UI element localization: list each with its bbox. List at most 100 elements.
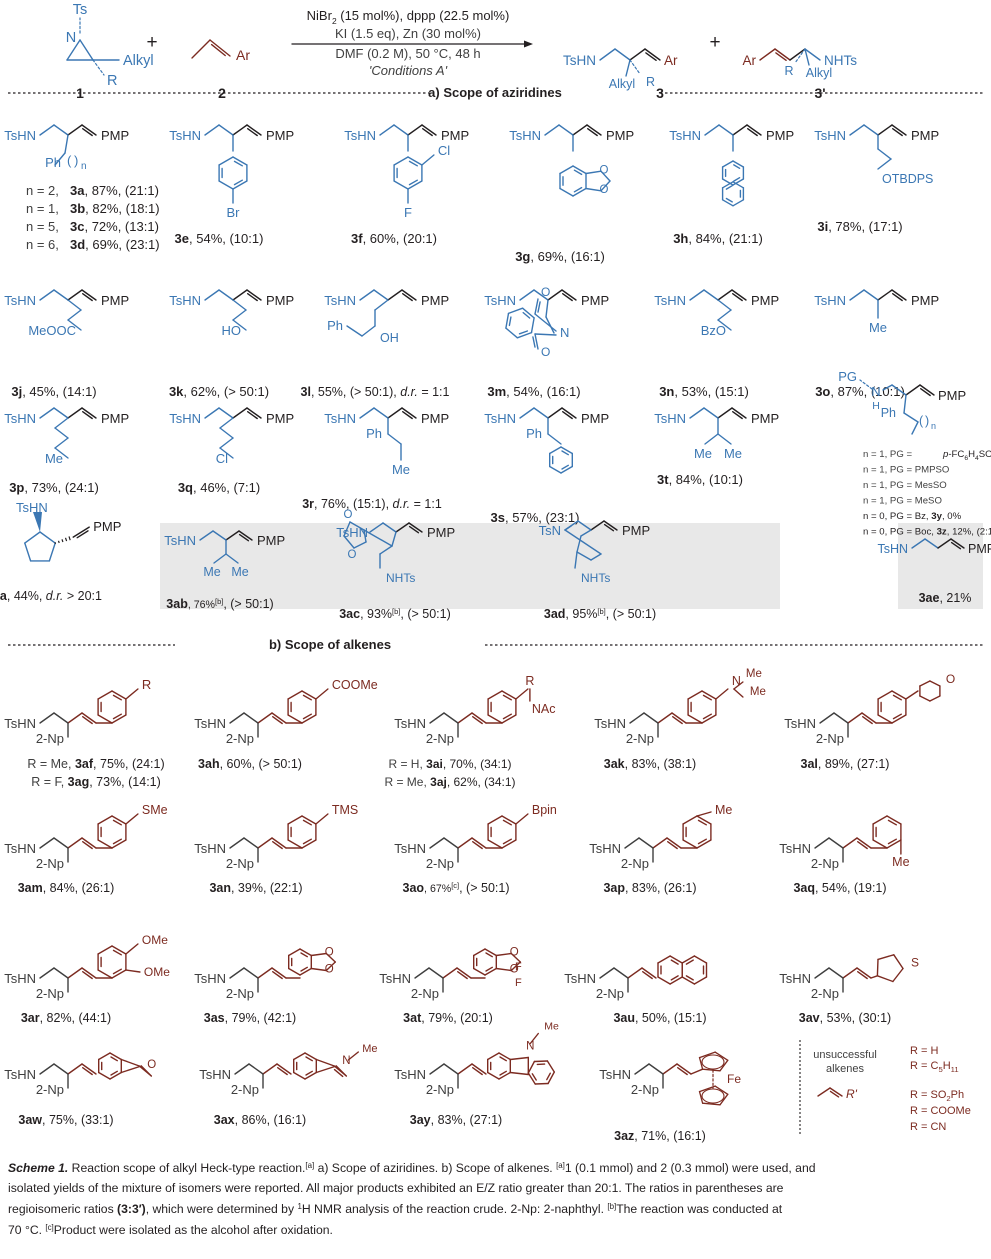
svg-text:Bpin: Bpin bbox=[532, 803, 557, 817]
svg-text:2-Np: 2-Np bbox=[36, 731, 64, 746]
svg-text:H: H bbox=[872, 400, 880, 412]
svg-text:PMP: PMP bbox=[427, 525, 455, 540]
svg-text:3am, 84%, (26:1): 3am, 84%, (26:1) bbox=[18, 881, 115, 895]
svg-text:3c, 72%, (13:1): 3c, 72%, (13:1) bbox=[70, 219, 159, 234]
svg-text:2-Np: 2-Np bbox=[811, 856, 839, 871]
svg-text:TsN: TsN bbox=[539, 523, 561, 538]
svg-text:2-Np: 2-Np bbox=[36, 1082, 64, 1097]
svg-text:TsHN: TsHN bbox=[394, 841, 426, 856]
svg-text:2-Np: 2-Np bbox=[36, 856, 64, 871]
svg-text:TsHN: TsHN bbox=[599, 1067, 631, 1082]
svg-text:PMP: PMP bbox=[911, 128, 939, 143]
svg-text:3an, 39%, (22:1): 3an, 39%, (22:1) bbox=[209, 881, 302, 895]
svg-text:TsHN: TsHN bbox=[509, 128, 541, 143]
svg-text:R = SO2Ph: R = SO2Ph bbox=[910, 1089, 964, 1103]
svg-text:2-Np: 2-Np bbox=[231, 1082, 259, 1097]
svg-text:TsHN: TsHN bbox=[654, 293, 686, 308]
svg-text:O: O bbox=[541, 345, 550, 359]
svg-text:OMe: OMe bbox=[142, 933, 168, 947]
svg-text:TsHN: TsHN bbox=[169, 128, 201, 143]
svg-text:O: O bbox=[541, 285, 550, 299]
svg-text:unsuccessful: unsuccessful bbox=[813, 1049, 877, 1061]
svg-text:n = 1, PG = MesSO: n = 1, PG = MesSO bbox=[863, 480, 947, 491]
svg-text:regioisomeric ratios (3:3′), w: regioisomeric ratios (3:3′), which were … bbox=[8, 1202, 783, 1216]
svg-text:N: N bbox=[560, 325, 569, 340]
svg-text:2-Np: 2-Np bbox=[426, 856, 454, 871]
svg-text:Ph: Ph bbox=[366, 426, 382, 441]
svg-text:TsHN: TsHN bbox=[344, 128, 376, 143]
svg-text:TsHN: TsHN bbox=[194, 971, 226, 986]
svg-text:PMP: PMP bbox=[101, 128, 129, 143]
svg-text:Me: Me bbox=[392, 462, 410, 477]
svg-text:O: O bbox=[344, 509, 353, 521]
svg-text:Fe: Fe bbox=[727, 1072, 741, 1086]
svg-text:3o, 87%, (10:1): 3o, 87%, (10:1) bbox=[815, 384, 905, 399]
svg-text:O: O bbox=[600, 164, 609, 176]
svg-text:PMP: PMP bbox=[606, 128, 634, 143]
svg-text:3e, 54%, (10:1): 3e, 54%, (10:1) bbox=[175, 231, 264, 246]
svg-text:3h, 84%, (21:1): 3h, 84%, (21:1) bbox=[673, 231, 763, 246]
svg-text:3a, 87%, (21:1): 3a, 87%, (21:1) bbox=[70, 183, 159, 198]
svg-text:2-Np: 2-Np bbox=[226, 731, 254, 746]
svg-text:F: F bbox=[515, 961, 522, 973]
svg-text:TsHN: TsHN bbox=[4, 716, 36, 731]
svg-text:(: ( bbox=[67, 153, 72, 168]
svg-text:PMP: PMP bbox=[93, 519, 121, 534]
svg-text:TsHN: TsHN bbox=[4, 128, 36, 143]
svg-text:R = H, 3ai, 70%, (34:1): R = H, 3ai, 70%, (34:1) bbox=[388, 757, 511, 771]
svg-text:PMP: PMP bbox=[751, 293, 779, 308]
svg-text:TsHN: TsHN bbox=[589, 841, 621, 856]
svg-text:3aa, 44%, d.r. > 20:1: 3aa, 44%, d.r. > 20:1 bbox=[0, 589, 102, 603]
svg-text:TsHN: TsHN bbox=[594, 716, 626, 731]
svg-text:n = 1, PG =: n = 1, PG = bbox=[863, 449, 912, 460]
svg-text:PMP: PMP bbox=[421, 411, 449, 426]
svg-text:Ph: Ph bbox=[45, 155, 61, 170]
svg-text:PMP: PMP bbox=[581, 411, 609, 426]
svg-text:OMe: OMe bbox=[144, 965, 170, 979]
svg-text:Me: Me bbox=[750, 686, 766, 698]
svg-text:3j, 45%, (14:1): 3j, 45%, (14:1) bbox=[11, 384, 96, 399]
svg-text:2-Np: 2-Np bbox=[36, 986, 64, 1001]
svg-text:3az, 71%, (16:1): 3az, 71%, (16:1) bbox=[614, 1129, 706, 1143]
svg-text:3ak, 83%, (38:1): 3ak, 83%, (38:1) bbox=[604, 757, 696, 771]
svg-text:2-Np: 2-Np bbox=[426, 1082, 454, 1097]
svg-text:Ar: Ar bbox=[236, 47, 250, 63]
svg-text:n = 5,: n = 5, bbox=[26, 219, 59, 234]
svg-text:): ) bbox=[74, 153, 78, 168]
svg-text:3ax, 86%, (16:1): 3ax, 86%, (16:1) bbox=[214, 1113, 306, 1127]
svg-text:TsHN: TsHN bbox=[336, 525, 368, 540]
svg-text:N: N bbox=[526, 1041, 534, 1053]
svg-text:2-Np: 2-Np bbox=[411, 986, 439, 1001]
svg-text:Me: Me bbox=[203, 565, 220, 579]
svg-text:b) Scope of alkenes: b) Scope of alkenes bbox=[269, 637, 391, 652]
svg-text:2-Np: 2-Np bbox=[626, 731, 654, 746]
svg-text:2-Np: 2-Np bbox=[816, 731, 844, 746]
svg-text:R = COOMe: R = COOMe bbox=[910, 1105, 971, 1117]
svg-text:TsHN: TsHN bbox=[169, 411, 201, 426]
svg-text:3g, 69%, (16:1): 3g, 69%, (16:1) bbox=[515, 249, 605, 264]
svg-text:TsHN: TsHN bbox=[484, 411, 516, 426]
svg-text:PMP: PMP bbox=[101, 293, 129, 308]
svg-text:n = 2,: n = 2, bbox=[26, 183, 59, 198]
svg-text:R': R' bbox=[846, 1087, 858, 1101]
svg-text:SMe: SMe bbox=[142, 803, 168, 817]
svg-text:'Conditions A': 'Conditions A' bbox=[369, 63, 448, 78]
svg-text:TsHN: TsHN bbox=[169, 293, 201, 308]
svg-text:COOMe: COOMe bbox=[332, 678, 378, 692]
svg-text:TsHN: TsHN bbox=[814, 293, 846, 308]
svg-text:70 °C. [c]Product were isolate: 70 °C. [c]Product were isolated as the a… bbox=[8, 1223, 333, 1237]
svg-text:O: O bbox=[147, 1059, 156, 1071]
svg-text:PMP: PMP bbox=[266, 293, 294, 308]
svg-text:O: O bbox=[946, 672, 955, 686]
svg-text:F: F bbox=[404, 205, 412, 220]
svg-text:R = CN: R = CN bbox=[910, 1121, 946, 1133]
svg-text:MeOOC: MeOOC bbox=[28, 323, 76, 338]
svg-text:PMP: PMP bbox=[766, 128, 794, 143]
svg-text:3t, 84%, (10:1): 3t, 84%, (10:1) bbox=[657, 472, 743, 487]
svg-text:PMP: PMP bbox=[751, 411, 779, 426]
svg-text:Me: Me bbox=[869, 320, 887, 335]
svg-text:2-Np: 2-Np bbox=[811, 986, 839, 1001]
svg-text:R = Me, 3aj, 62%, (34:1): R = Me, 3aj, 62%, (34:1) bbox=[384, 775, 515, 789]
svg-text:OTBDPS: OTBDPS bbox=[882, 172, 933, 186]
svg-text:TsHN: TsHN bbox=[877, 542, 908, 556]
